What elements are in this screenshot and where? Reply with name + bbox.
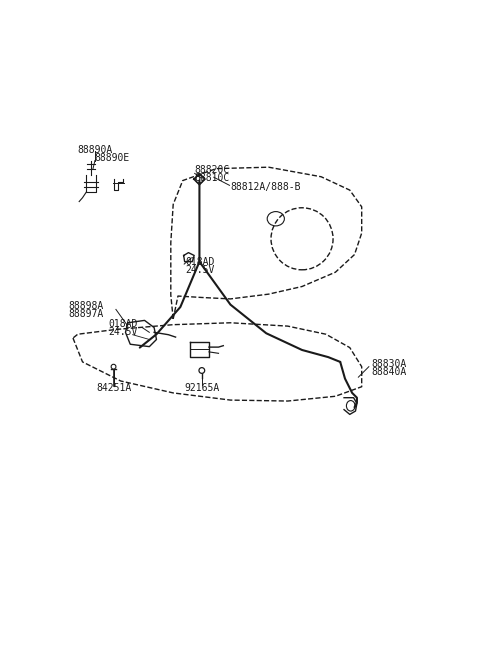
- Text: 88890A: 88890A: [78, 145, 113, 154]
- Text: 018AD: 018AD: [185, 257, 215, 267]
- Text: 018AD: 018AD: [109, 319, 138, 328]
- Ellipse shape: [111, 364, 116, 369]
- Ellipse shape: [199, 368, 204, 373]
- Text: 84251A: 84251A: [96, 383, 131, 393]
- Text: 88820C: 88820C: [195, 165, 230, 175]
- Text: 24.5V: 24.5V: [185, 265, 215, 275]
- Text: 88812A/888-B: 88812A/888-B: [230, 182, 301, 193]
- Text: 88840A: 88840A: [371, 367, 407, 377]
- Text: 88890E: 88890E: [95, 152, 130, 163]
- Text: 88830A: 88830A: [371, 359, 407, 369]
- Text: 88810C: 88810C: [195, 173, 230, 183]
- Text: 88898A: 88898A: [68, 301, 104, 311]
- Text: 24.5V: 24.5V: [109, 327, 138, 337]
- Text: 92165A: 92165A: [184, 383, 219, 393]
- Text: 88897A: 88897A: [68, 309, 104, 319]
